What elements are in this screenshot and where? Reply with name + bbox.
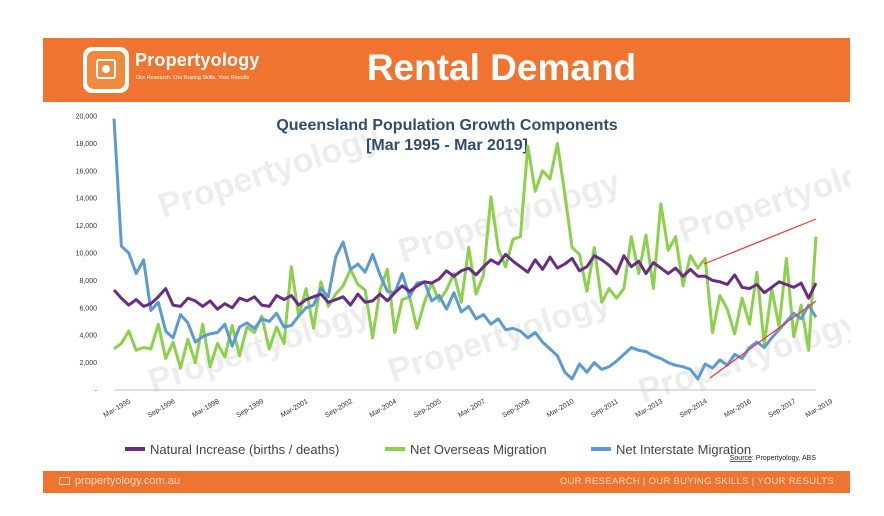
net-interstate-migration-line xyxy=(112,118,818,381)
population-chart: Propertyology Propertyology PropertyologyP… xyxy=(76,114,850,463)
y-tick-label: 14,000 xyxy=(76,196,98,203)
brand-name: Propertyology xyxy=(135,50,260,70)
trend-lines xyxy=(703,218,817,379)
y-tick-label: 10,000 xyxy=(76,251,98,258)
watermark-text: Propertyology xyxy=(674,143,850,250)
house-icon xyxy=(96,59,116,79)
brand-tagline: Our Research. Our Buying Skills. Your Re… xyxy=(136,75,250,81)
x-tick-label: Sep-2011 xyxy=(590,398,619,419)
series-layer xyxy=(112,118,818,381)
natural-increase-line xyxy=(112,252,818,311)
y-tick-label: 18,000 xyxy=(76,141,98,148)
y-tick-label: 8,000 xyxy=(79,278,97,285)
y-tick-label: 16,000 xyxy=(76,168,98,175)
footer-slogan: OUR RESEARCH | OUR BUYING SKILLS | YOUR … xyxy=(559,476,834,487)
x-tick-label: Sep-1999 xyxy=(235,398,265,419)
y-tick-label: - xyxy=(95,388,98,395)
x-tick-label: Sep-2017 xyxy=(767,398,797,419)
source-label: Source xyxy=(730,455,752,462)
lower-trend-line xyxy=(709,300,817,379)
source-text: : Propertyology, ABS xyxy=(752,455,816,462)
chart-title: Queensland Population Growth Components xyxy=(276,117,617,134)
x-tick-label: Mar-2016 xyxy=(723,398,753,419)
x-axis: Mar-1995 Sep-1996 Mar-1998 Sep-1999 Mar-2001… xyxy=(103,398,835,419)
x-tick-label: Sep-2002 xyxy=(324,398,354,419)
slide: Propertyology Propertyology Propertyology P… xyxy=(43,38,850,493)
y-tick-label: 12,000 xyxy=(76,223,98,230)
x-tick-label: Mar-2010 xyxy=(546,398,576,419)
monitor-icon xyxy=(59,477,70,485)
legend-label: Net Interstate Migration xyxy=(616,442,751,457)
y-axis: 20,000 18,000 16,000 14,000 12,000 10,000 8,00… xyxy=(76,114,98,395)
y-tick-label: 4,000 xyxy=(79,333,97,340)
propertyology-logo-icon xyxy=(83,47,129,93)
x-tick-label: Mar-2001 xyxy=(280,398,310,419)
x-tick-label: Mar-2007 xyxy=(457,398,487,419)
legend-label: Natural Increase (births / deaths) xyxy=(150,442,339,457)
x-tick-label: Mar-2019 xyxy=(805,398,835,419)
watermark-text: Propertyology xyxy=(144,293,375,400)
watermark-text: Propertyology xyxy=(384,283,615,390)
x-tick-label: Mar-1995 xyxy=(103,398,133,419)
y-tick-label: 6,000 xyxy=(79,305,97,312)
legend: Natural Increase (births / deaths) Net Ov… xyxy=(125,442,751,457)
y-tick-label: 20,000 xyxy=(76,114,98,121)
page-title: Rental Demand xyxy=(366,47,637,88)
net-overseas-migration-line xyxy=(113,141,818,370)
watermark-text: Propertyology xyxy=(154,118,385,225)
x-tick-label: Sep-1996 xyxy=(147,398,177,419)
footer-url[interactable]: propertyology.com.au xyxy=(75,475,180,487)
chart-subtitle: [Mar 1995 - Mar 2019] xyxy=(366,137,528,154)
logo-tile xyxy=(87,51,125,89)
upper-trend-line xyxy=(703,218,817,265)
logo-dot-icon xyxy=(102,65,110,73)
legend-label: Net Overseas Migration xyxy=(410,442,547,457)
x-tick-label: Mar-2004 xyxy=(369,398,399,419)
y-tick-label: 2,000 xyxy=(79,360,97,367)
footer-bar: propertyology.com.au OUR RESEARCH | OUR … xyxy=(43,471,850,493)
source-note: Source: Propertyology, ABS xyxy=(730,455,817,462)
x-tick-label: Mar-1998 xyxy=(191,398,221,419)
x-tick-label: Sep-2005 xyxy=(413,398,443,419)
x-tick-label: Sep-2014 xyxy=(679,398,709,419)
x-tick-label: Sep-2008 xyxy=(501,398,531,419)
header-bar: Propertyology Our Research. Our Buying S… xyxy=(43,38,850,102)
